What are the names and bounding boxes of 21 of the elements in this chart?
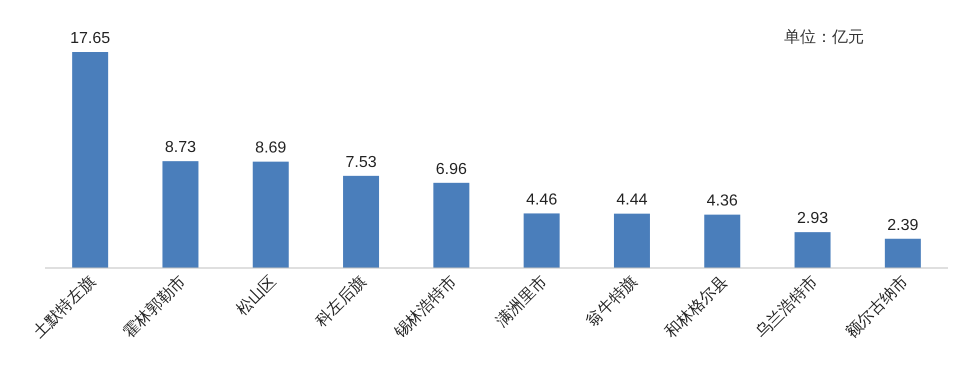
data-label: 6.96 [436, 160, 468, 178]
data-label: 2.93 [796, 210, 828, 228]
x-tick-label: 土默特左旗 [30, 272, 99, 342]
x-tick-label: 额尔古纳市 [842, 272, 912, 342]
data-label: 8.69 [255, 140, 286, 157]
text: 单位：亿元 [784, 28, 864, 46]
data-label: 17.65 [70, 30, 110, 47]
x-tick-label: 霍林郭勒市 [120, 272, 190, 342]
x-tick-label: 翁牛特旗 [582, 272, 641, 330]
data-label: 8.73 [164, 139, 196, 156]
data-label: 7.53 [345, 154, 377, 171]
x-tick-label: 和林格尔县 [662, 272, 732, 342]
data-label: 4.36 [706, 192, 738, 210]
x-tick-label: 科左后旗 [312, 272, 370, 330]
x-tick-label: 乌兰浩特市 [752, 272, 822, 342]
data-label: 4.46 [526, 191, 558, 208]
data-label: 2.39 [887, 216, 919, 234]
data-label: 4.44 [616, 192, 648, 209]
x-tick-label: 松山区 [232, 272, 280, 319]
x-tick-label: 满洲里市 [492, 272, 550, 330]
x-tick-label: 锡林浩特市 [390, 272, 460, 342]
